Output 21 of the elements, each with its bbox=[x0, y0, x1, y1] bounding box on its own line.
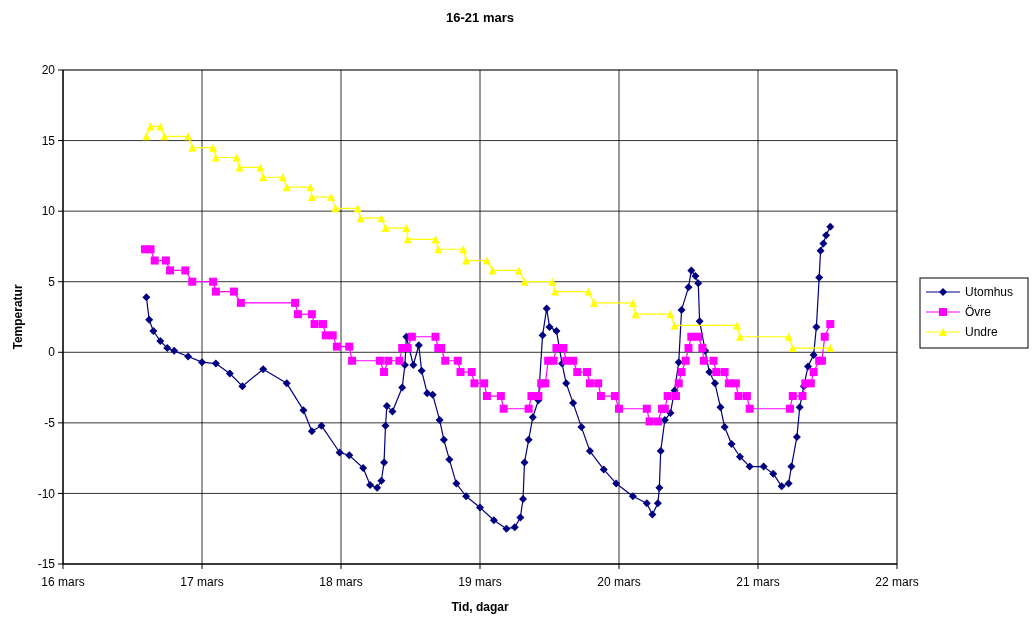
x-tick-label: 22 mars bbox=[875, 575, 919, 589]
y-tick-label: 15 bbox=[41, 133, 56, 148]
x-tick-label: 18 mars bbox=[319, 575, 363, 589]
y-tick-label: 10 bbox=[41, 204, 56, 219]
y-tick-label: -10 bbox=[37, 486, 56, 501]
chart-title: 16-21 mars bbox=[446, 10, 514, 25]
x-tick-label: 21 mars bbox=[736, 575, 780, 589]
y-tick-label: -5 bbox=[44, 416, 56, 431]
legend-label: Undre bbox=[965, 325, 999, 340]
legend-label: Övre bbox=[965, 305, 992, 320]
x-tick-label: 20 mars bbox=[597, 575, 641, 589]
x-tick-label: 16 mars bbox=[41, 575, 85, 589]
y-axis-title: Temperatur bbox=[11, 284, 25, 350]
y-tick-label: 20 bbox=[41, 63, 56, 78]
legend-label: Utomhus bbox=[965, 285, 1014, 300]
y-tick-label: 0 bbox=[48, 345, 56, 360]
x-tick-label: 17 mars bbox=[180, 575, 224, 589]
x-axis-title: Tid, dagar bbox=[451, 600, 509, 614]
x-tick-label: 19 mars bbox=[458, 575, 502, 589]
y-tick-label: 5 bbox=[48, 274, 56, 289]
y-tick-label: -15 bbox=[37, 557, 56, 572]
